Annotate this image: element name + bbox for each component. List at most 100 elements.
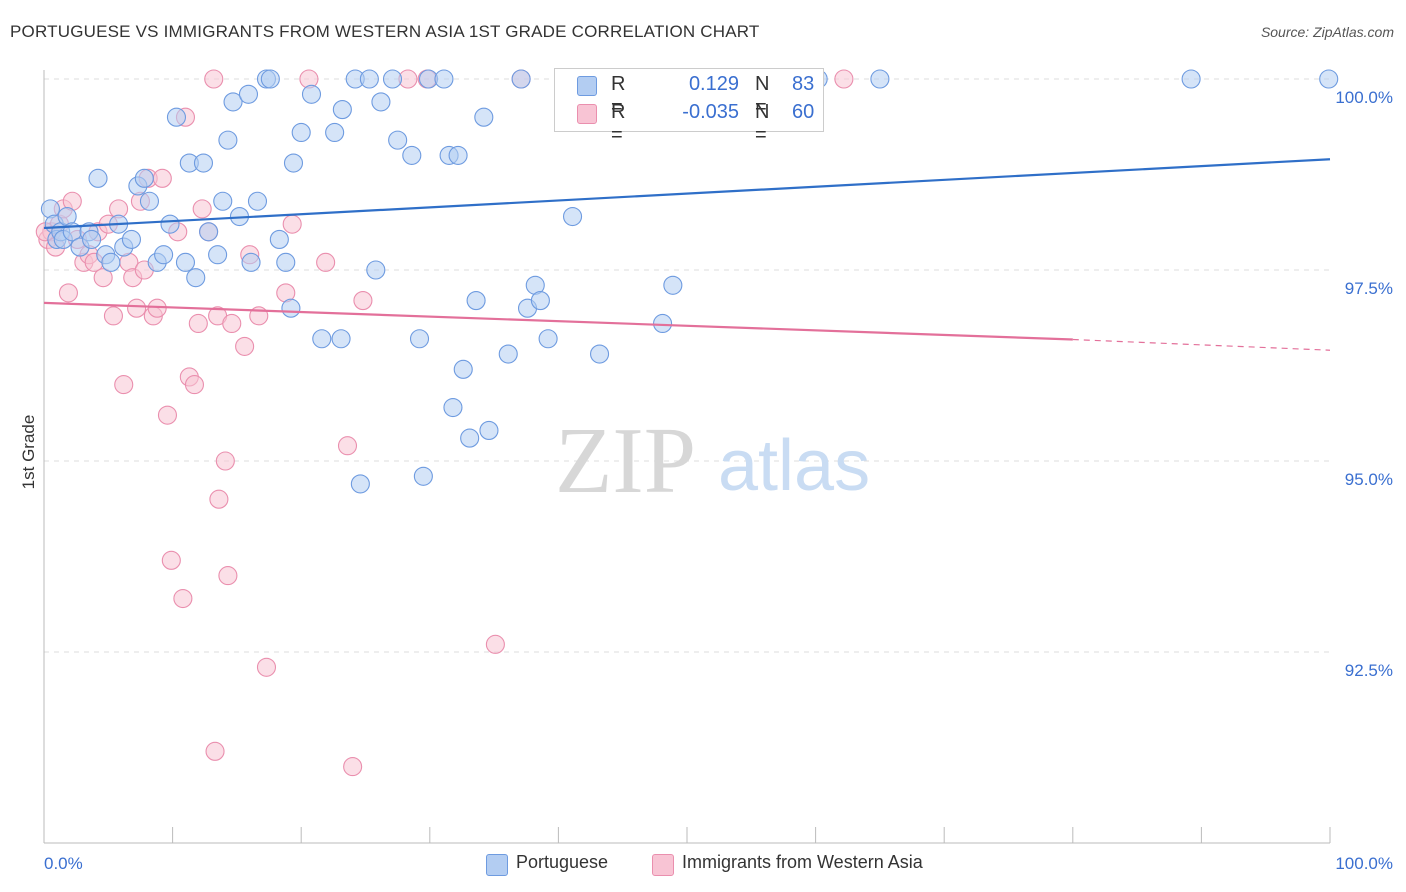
portuguese-point [538,329,558,349]
western-asia-point [184,375,205,395]
portuguese-point [382,69,403,89]
portuguese-point [121,229,141,249]
western-asia-point [218,566,238,586]
portuguese-trend-line [43,158,1331,230]
western-asia-point [256,657,277,677]
blue-point-series [40,69,1339,494]
western-asia-point [161,550,181,570]
legend-r-label: R = [611,73,626,118]
portuguese-point [260,69,280,89]
series-legend-swatch-western-asia [652,854,674,876]
western-asia-trend-extension [1072,338,1331,351]
western-asia-point [215,451,235,471]
portuguese-point [443,397,463,418]
legend-r-value: 0.129 [688,73,739,95]
portuguese-point [241,252,261,272]
western-asia-point [127,298,147,318]
portuguese-point [1181,69,1201,89]
legend-swatch-portuguese [577,76,597,96]
western-asia-point [316,252,336,272]
portuguese-point [331,329,351,349]
western-asia-point [192,199,212,219]
y-tick-label: 95.0% [1345,470,1393,489]
western-asia-point [204,69,224,89]
western-asia-point [235,336,255,356]
western-asia-point [173,588,193,609]
legend-n-value: 60 [792,101,815,123]
portuguese-point [175,252,196,272]
portuguese-point [1319,69,1339,89]
western-asia-point [93,268,113,288]
western-asia-point [209,489,229,509]
portuguese-point [301,84,322,104]
watermark-zip: ZIP [555,409,696,513]
portuguese-point [218,130,238,150]
portuguese-point [870,69,890,89]
portuguese-point [366,260,386,280]
portuguese-point [409,329,430,349]
portuguese-point [193,153,214,173]
portuguese-point [413,466,433,486]
y-tick-label: 100.0% [1335,88,1393,107]
western-asia-point [485,634,505,654]
western-asia-point [834,69,854,89]
portuguese-point [402,145,422,165]
series-legend-label-western-asia: Immigrants from Western Asia [682,852,923,872]
portuguese-point [325,122,345,143]
portuguese-point [474,107,494,127]
portuguese-point [590,344,610,364]
trend-layer [43,158,1331,351]
portuguese-point [350,474,370,494]
source-credit: Source: ZipAtlas.com [1260,24,1394,40]
western-asia-trend-line [43,301,1073,341]
x-tick-label-max: 100.0% [1335,854,1393,873]
western-asia-point [205,741,225,761]
portuguese-point [88,168,108,188]
portuguese-point [166,107,187,127]
portuguese-point [448,145,468,165]
portuguese-point [82,229,102,249]
portuguese-point [247,191,268,211]
western-asia-point [188,313,208,334]
portuguese-point [498,344,518,364]
series-legend-swatch-portuguese [486,854,508,876]
portuguese-point [371,92,391,112]
western-asia-point [222,313,242,334]
western-asia-point [152,168,172,188]
stats-legend: R = 0.129 N = 83 R = -0.035 N = 60 [554,68,824,146]
portuguese-point [238,84,259,104]
legend-r-value: -0.035 [682,101,739,123]
portuguese-point [208,245,228,265]
portuguese-point [283,153,304,173]
western-asia-point [58,283,78,303]
grid-layer [44,78,1330,653]
portuguese-point [312,329,332,349]
portuguese-point [276,252,296,272]
y-tick-label: 92.5% [1345,661,1393,680]
x-tick-label-min: 0.0% [44,854,83,873]
portuguese-point [453,359,473,379]
legend-n-label: N = [755,101,770,146]
western-asia-point [343,757,363,777]
legend-n-value: 83 [792,73,815,95]
portuguese-point [154,245,174,265]
legend-swatch-western-asia [577,104,597,124]
series-legend-label-portuguese: Portuguese [516,852,609,872]
portuguese-point [332,100,352,120]
portuguese-point [160,214,180,234]
chart-title: PORTUGUESE VS IMMIGRANTS FROM WESTERN AS… [10,22,760,41]
western-asia-point [337,436,358,456]
western-asia-point [103,306,123,326]
legend-n-label: N = [755,73,770,118]
portuguese-point [139,191,160,211]
portuguese-point [291,122,311,143]
portuguese-point [223,92,243,112]
watermark-atlas: atlas [718,426,870,506]
watermark: ZIP atlas [555,409,870,513]
western-asia-point [157,405,178,425]
portuguese-point [213,191,233,211]
portuguese-point [562,206,583,227]
label-layer: 100.0% 97.5% 95.0% 92.5% 0.0% 100.0% 1st Grade [19,88,1393,873]
portuguese-point [388,130,408,150]
